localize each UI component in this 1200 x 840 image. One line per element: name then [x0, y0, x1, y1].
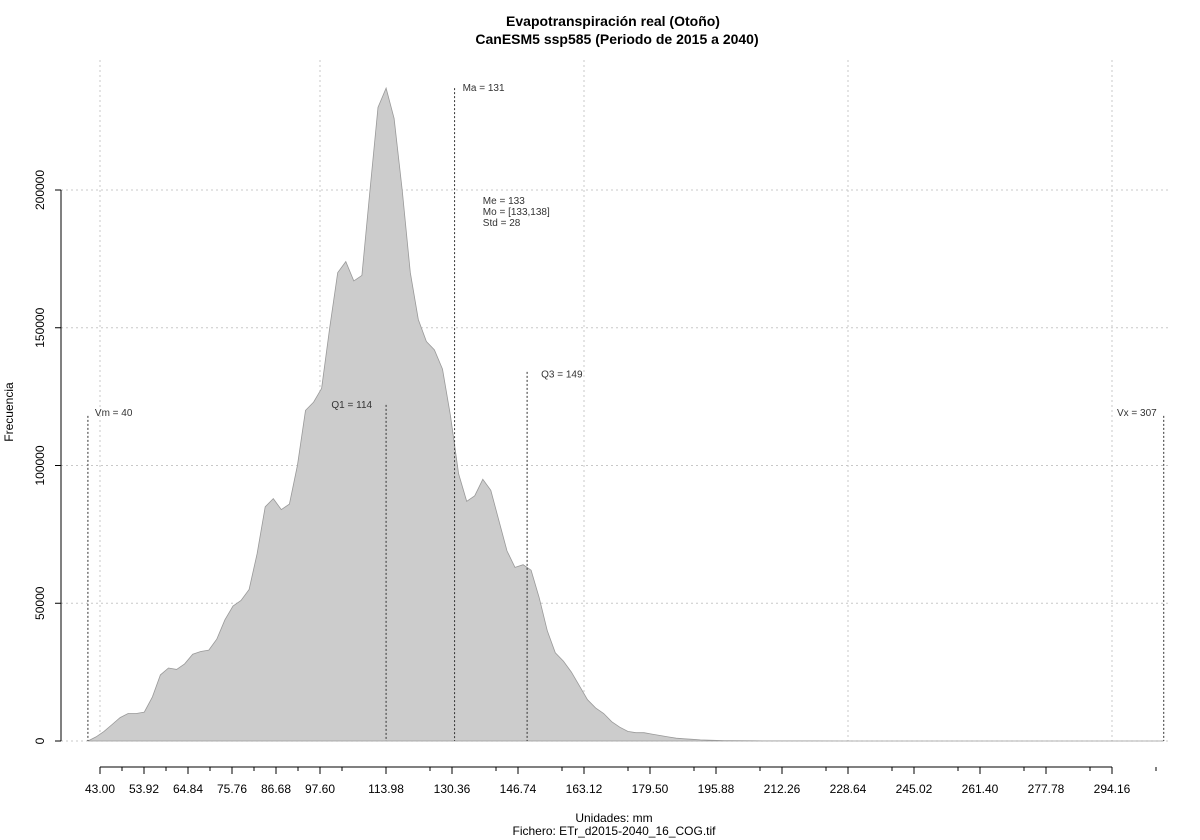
- annotation-layer: Vm = 40 Q1 = 114 Ma = 131 Q3 = 149 Vx = 307 M…: [87, 83, 1165, 741]
- stat-marker-label: Q3 = 149: [541, 370, 583, 381]
- area-layer: [87, 86, 1164, 742]
- file-name-label: Fichero: ETr_d2015-2040_16_COG.tif: [513, 824, 717, 838]
- x-tick-label: 163.12: [566, 782, 603, 796]
- x-tick-label: 43.00: [85, 782, 115, 796]
- x-tick-label: 228.64: [830, 782, 867, 796]
- x-tick-label: 86.68: [261, 782, 291, 796]
- stat-marker-label: Vm = 40: [95, 408, 133, 419]
- x-tick-label: 277.78: [1028, 782, 1065, 796]
- x-tick-label: 75.76: [217, 782, 247, 796]
- x-tick-label: 261.40: [962, 782, 999, 796]
- y-tick-label: 150000: [33, 307, 47, 347]
- stat-marker-label: Vx = 307: [1117, 408, 1157, 419]
- x-axis-label: Unidades: mm: [575, 811, 652, 825]
- x-tick-label: 294.16: [1094, 782, 1131, 796]
- x-tick-label: 97.60: [305, 782, 335, 796]
- x-tick-label: 130.36: [434, 782, 471, 796]
- axis-layer: 0 50000 100000 150000 200000 43.00 53.92 64.84 7…: [33, 170, 1157, 796]
- stat-marker-label: Ma = 131: [463, 83, 505, 94]
- x-tick-label: 146.74: [500, 782, 537, 796]
- density-area: [87, 86, 1164, 742]
- stats-summary-line: Mo = [133,138]: [483, 207, 550, 218]
- x-tick-label: 113.98: [368, 782, 404, 796]
- x-tick-label: 195.88: [698, 782, 735, 796]
- y-axis-label: Frecuencia: [2, 382, 16, 442]
- x-tick-label: 179.50: [632, 782, 669, 796]
- x-tick-label: 245.02: [896, 782, 933, 796]
- y-tick-label: 0: [33, 737, 47, 744]
- y-tick-label: 50000: [33, 586, 47, 620]
- chart-subtitle: CanESM5 ssp585 (Periodo de 2015 a 2040): [475, 31, 758, 47]
- x-tick-label: 212.26: [764, 782, 801, 796]
- x-tick-label: 53.92: [129, 782, 159, 796]
- x-tick-label: 64.84: [173, 782, 203, 796]
- stats-summary-line: Std = 28: [483, 218, 521, 229]
- chart-title: Evapotranspiración real (Otoño): [506, 13, 720, 29]
- stats-summary-line: Me = 133: [483, 196, 525, 207]
- y-tick-label: 200000: [33, 170, 47, 210]
- y-tick-label: 100000: [33, 445, 47, 485]
- stat-marker-label: Q1 = 114: [331, 400, 372, 411]
